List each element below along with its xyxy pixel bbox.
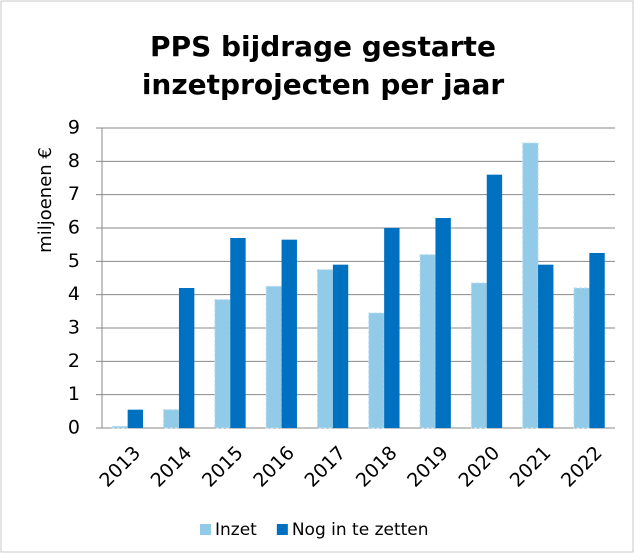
bar bbox=[368, 312, 385, 429]
bar bbox=[435, 218, 451, 428]
y-tick-label: 3 bbox=[68, 317, 80, 339]
y-tick-label: 0 bbox=[68, 417, 80, 439]
y-tick-label: 6 bbox=[68, 217, 80, 239]
bar bbox=[538, 264, 554, 428]
legend-label: Inzet bbox=[215, 520, 257, 540]
y-axis-label: miljoenen € bbox=[35, 147, 56, 253]
bar bbox=[178, 288, 195, 428]
chart-title: inzetprojecten per jaar bbox=[142, 68, 505, 101]
y-tick-label: 8 bbox=[68, 150, 80, 172]
bar bbox=[316, 269, 334, 429]
bar bbox=[522, 142, 539, 429]
legend-label: Nog in te zetten bbox=[292, 520, 429, 540]
bar bbox=[281, 239, 297, 428]
y-tick-label: 9 bbox=[68, 117, 80, 139]
y-tick-label: 1 bbox=[68, 383, 80, 405]
y-tick-label: 7 bbox=[68, 183, 80, 205]
bar bbox=[573, 287, 590, 429]
y-tick-label: 4 bbox=[68, 283, 80, 305]
bar bbox=[486, 174, 503, 428]
chart-title: PPS bijdrage gestarte bbox=[150, 30, 496, 63]
bar bbox=[214, 299, 231, 429]
bar bbox=[419, 254, 436, 429]
bar bbox=[265, 285, 283, 429]
bar bbox=[111, 425, 129, 429]
legend-swatch bbox=[200, 524, 211, 535]
bar bbox=[589, 253, 605, 428]
bar bbox=[163, 409, 180, 429]
bar bbox=[127, 409, 144, 428]
legend-swatch bbox=[276, 524, 288, 535]
bar bbox=[470, 282, 488, 429]
bar bbox=[230, 238, 246, 428]
y-tick-label: 2 bbox=[68, 350, 80, 372]
bar bbox=[332, 264, 349, 428]
y-tick-label: 5 bbox=[68, 250, 80, 272]
bar bbox=[384, 228, 400, 428]
